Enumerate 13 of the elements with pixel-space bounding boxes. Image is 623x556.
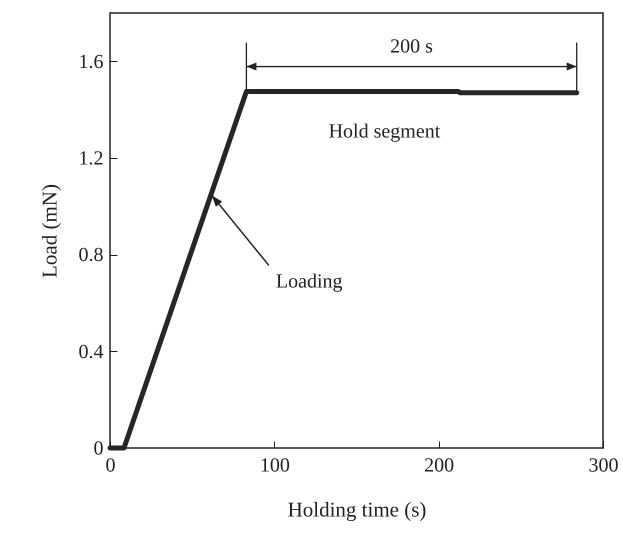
y-axis-title: Load (mN) (38, 184, 62, 278)
annotation: 200 s (390, 36, 434, 58)
y-tick-label: 0.8 (78, 244, 104, 266)
x-tick-label: 100 (260, 454, 290, 476)
y-tick-label: 0.4 (78, 340, 104, 363)
x-tick-label: 200 (424, 454, 454, 476)
x-axis-title: Holding time (s) (288, 498, 426, 522)
y-tick-label: 1.6 (78, 50, 104, 73)
y-tick-label: 1.2 (78, 148, 104, 170)
x-tick-label: 300 (588, 454, 618, 476)
y-tick-label: 0 (94, 438, 104, 460)
annotation: Loading (276, 270, 343, 292)
annotation: Hold segment (328, 120, 441, 143)
